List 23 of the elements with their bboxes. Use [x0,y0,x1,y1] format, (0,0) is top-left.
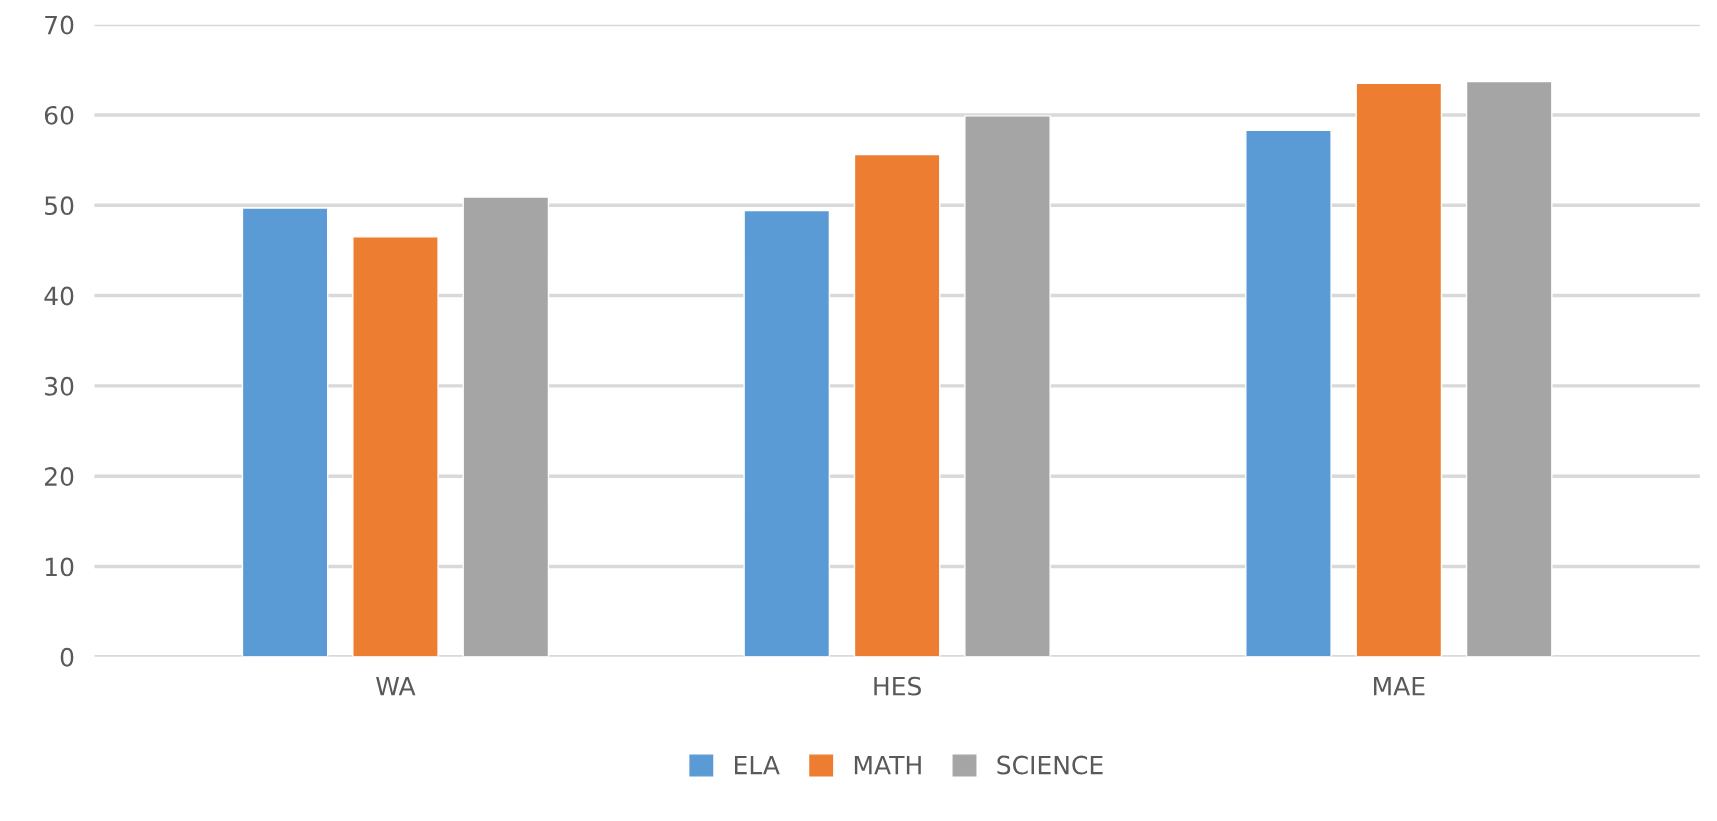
legend-label: SCIENCE [997,755,1103,775]
bar [743,209,831,657]
bar [241,207,329,657]
legend-label: MATH [854,755,921,775]
bar [1465,80,1553,657]
legend-label: ELA [735,755,780,775]
y-tick-label: 70 [45,15,74,35]
y-tick-label: 60 [44,105,74,125]
bar [853,153,941,657]
y-tick-label: 30 [45,376,74,396]
bar [1355,82,1443,657]
bar [1245,129,1332,657]
bar [352,236,439,657]
bar [462,196,550,657]
x-tick-label: HES [874,676,921,696]
y-tick-label: 0 [60,647,74,667]
bar [964,115,1051,657]
y-tick-label: 40 [44,286,74,306]
y-tick-label: 10 [45,557,74,577]
y-tick-label: 20 [45,467,74,487]
x-tick-label: WA [376,677,416,696]
y-tick-label: 50 [45,196,74,216]
x-tick-label: MAE [1374,677,1425,696]
